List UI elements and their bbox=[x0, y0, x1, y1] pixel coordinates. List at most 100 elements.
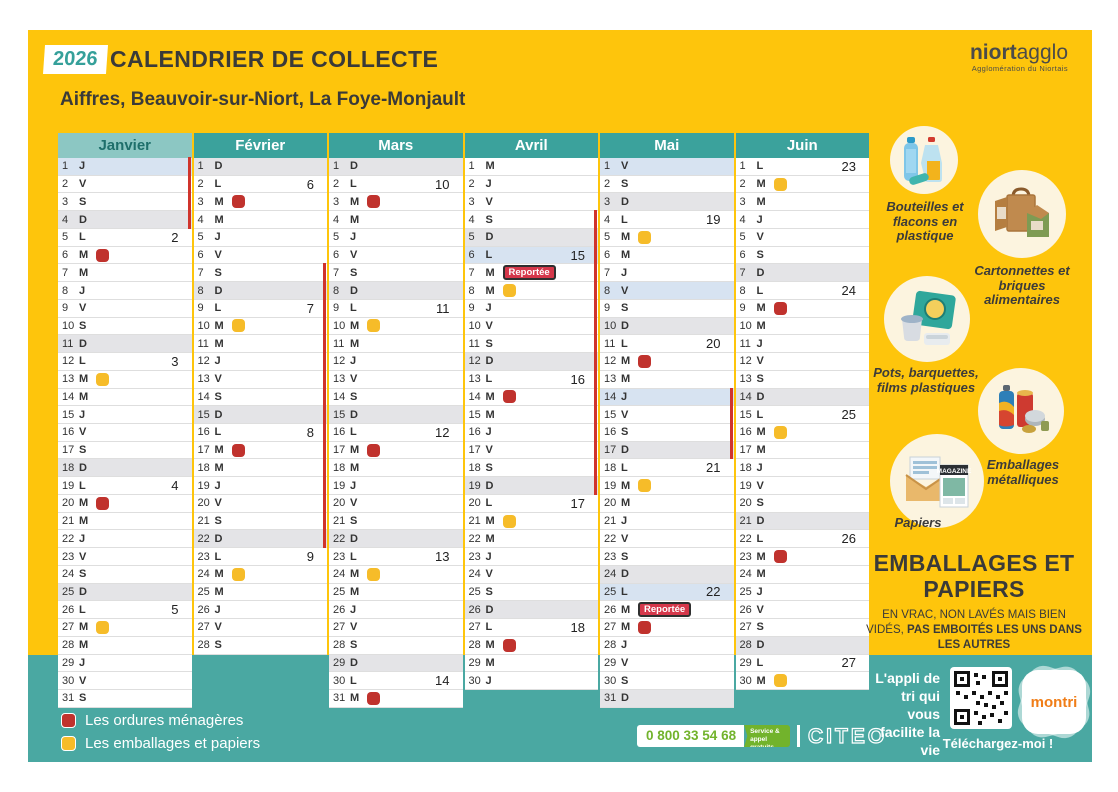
qr-code bbox=[950, 667, 1012, 729]
day-row: 19 J bbox=[193, 476, 327, 495]
day-row: 21 M bbox=[464, 512, 598, 531]
day-letter: M bbox=[350, 568, 360, 581]
day-letter: S bbox=[214, 266, 222, 279]
day-letter: D bbox=[485, 603, 494, 616]
day-number: 18 bbox=[197, 461, 210, 474]
day-letter: J bbox=[214, 231, 221, 244]
day-letter: S bbox=[79, 692, 87, 705]
day-row: 30 V bbox=[58, 672, 192, 691]
sidebar-item-label: Emballages métalliques bbox=[986, 457, 1060, 487]
day-number: 1 bbox=[739, 160, 746, 173]
day-letter: D bbox=[621, 568, 629, 581]
holiday-period-bar bbox=[594, 458, 597, 478]
day-row: 30 S bbox=[600, 672, 734, 691]
day-number: 18 bbox=[62, 461, 75, 474]
day-number: 15 bbox=[468, 408, 481, 421]
day-number: 25 bbox=[468, 585, 481, 598]
day-number: 16 bbox=[468, 426, 481, 439]
day-row: 21 J bbox=[600, 512, 734, 531]
week-number: 6 bbox=[306, 176, 314, 192]
holiday-period-bar bbox=[323, 405, 326, 425]
ordures-marker-icon bbox=[638, 354, 651, 368]
day-letter: J bbox=[621, 639, 628, 652]
day-row: 18 M bbox=[329, 459, 463, 478]
day-letter: L bbox=[756, 284, 764, 297]
day-letter: V bbox=[214, 249, 222, 262]
day-letter: L bbox=[485, 373, 493, 386]
day-row: 29 J bbox=[58, 654, 192, 673]
holiday-period-bar bbox=[594, 476, 597, 495]
day-row: 14 M bbox=[58, 388, 192, 407]
day-letter: J bbox=[79, 408, 86, 421]
sidebar-item-label: Cartonnettes et briques alimentaires bbox=[974, 263, 1070, 308]
day-row: 25 M bbox=[193, 583, 327, 602]
day-number: 14 bbox=[739, 390, 752, 403]
day-number: 17 bbox=[62, 444, 75, 457]
day-row: 22 D bbox=[329, 530, 463, 549]
day-letter: S bbox=[485, 585, 493, 598]
day-row: 11 M bbox=[329, 335, 463, 354]
day-row: 10 M bbox=[735, 317, 869, 336]
day-number: 12 bbox=[739, 355, 752, 368]
day-letter: S bbox=[621, 674, 629, 687]
day-letter: M bbox=[756, 674, 766, 687]
montri-brand: montri bbox=[1030, 693, 1078, 711]
day-row: 16 M bbox=[735, 424, 869, 442]
day-letter: D bbox=[485, 355, 494, 368]
day-number: 7 bbox=[333, 266, 340, 279]
day-number: 2 bbox=[604, 178, 611, 191]
day-row: 25 M bbox=[329, 583, 463, 602]
note-bold: PAS EMBOITÉS LES UNS DANS LES AUTRES bbox=[907, 623, 1082, 651]
day-letter: M bbox=[621, 621, 631, 634]
day-row: 1 L 23 bbox=[735, 158, 869, 176]
metal-cans-icon bbox=[978, 368, 1064, 454]
day-row: 16 S bbox=[600, 423, 734, 442]
day-row: 26 M Reportée bbox=[600, 601, 734, 620]
day-number: 29 bbox=[62, 656, 75, 669]
day-letter: J bbox=[350, 355, 357, 368]
day-row: 10 D bbox=[600, 317, 734, 336]
day-number: 16 bbox=[333, 426, 346, 439]
day-number: 3 bbox=[197, 195, 204, 208]
emballages-marker-icon bbox=[773, 425, 787, 439]
sidebar-item-label: Pots, barquettes, films plastiques bbox=[873, 365, 979, 395]
day-number: 9 bbox=[739, 302, 746, 315]
day-row: 17 S bbox=[58, 441, 192, 460]
day-number: 13 bbox=[468, 373, 481, 386]
ordures-marker-icon bbox=[367, 691, 380, 705]
day-number: 1 bbox=[604, 160, 611, 173]
day-number: 28 bbox=[197, 639, 210, 652]
day-number: 1 bbox=[333, 160, 340, 173]
day-letter: S bbox=[79, 568, 87, 581]
holiday-period-bar bbox=[594, 210, 597, 229]
day-row: 23 L 13 bbox=[329, 548, 463, 566]
day-letter: J bbox=[214, 355, 221, 368]
holiday-period-bar bbox=[729, 405, 733, 425]
day-row: 13 L 16 bbox=[464, 369, 598, 389]
day-number: 12 bbox=[604, 355, 617, 368]
holiday-period-bar bbox=[323, 369, 326, 389]
holiday-period-bar bbox=[594, 334, 597, 354]
day-letter: S bbox=[756, 621, 764, 634]
day-number: 7 bbox=[739, 266, 746, 279]
week-number: 14 bbox=[435, 673, 450, 689]
day-row: 11 D bbox=[58, 335, 192, 354]
day-number: 5 bbox=[604, 231, 611, 244]
day-row: 20 V bbox=[329, 494, 463, 513]
day-number: 4 bbox=[604, 213, 611, 226]
day-letter: M bbox=[214, 461, 224, 474]
day-number: 31 bbox=[604, 692, 617, 705]
day-number: 6 bbox=[468, 249, 475, 262]
week-number: 25 bbox=[841, 407, 856, 423]
day-number: 20 bbox=[468, 497, 481, 510]
day-number: 21 bbox=[62, 515, 75, 528]
week-number: 2 bbox=[171, 229, 179, 245]
day-letter: L bbox=[756, 408, 764, 421]
day-number: 21 bbox=[739, 515, 752, 528]
